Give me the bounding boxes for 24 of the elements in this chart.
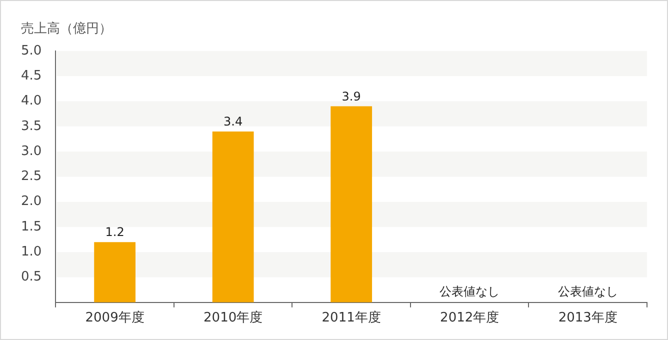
y-tick-label: 4.0: [20, 94, 42, 109]
y-tick-label: 2.5: [20, 169, 42, 184]
data-label: 3.9: [342, 89, 361, 104]
bar: [330, 106, 372, 302]
text: 公表値なし: [440, 284, 500, 299]
x-tick-label: 2009年度: [85, 310, 144, 326]
text: 公表値なし: [558, 284, 618, 299]
y-tick-label: 4.5: [20, 68, 42, 84]
x-tick-label: 2012年度: [440, 310, 500, 326]
x-tick-label: 2011年度: [322, 310, 381, 326]
x-tick-label: 2013年度: [558, 310, 618, 326]
y-tick-label: 0.5: [20, 270, 42, 285]
y-axis-title: 売上高（億円）: [21, 20, 112, 36]
y-tick-label: 1.0: [20, 244, 42, 260]
bar: [212, 131, 254, 302]
y-tick-label: 2.0: [20, 194, 42, 210]
data-label: 3.4: [224, 114, 243, 129]
y-tick-label: 5.0: [20, 43, 42, 58]
data-label: 1.2: [105, 225, 124, 240]
y-tick-label: 1.5: [20, 219, 42, 234]
x-tick-label: 2010年度: [204, 310, 263, 326]
y-tick-label: 3.5: [20, 118, 42, 134]
bar: [94, 242, 136, 302]
y-tick-label: 3.0: [20, 144, 42, 159]
